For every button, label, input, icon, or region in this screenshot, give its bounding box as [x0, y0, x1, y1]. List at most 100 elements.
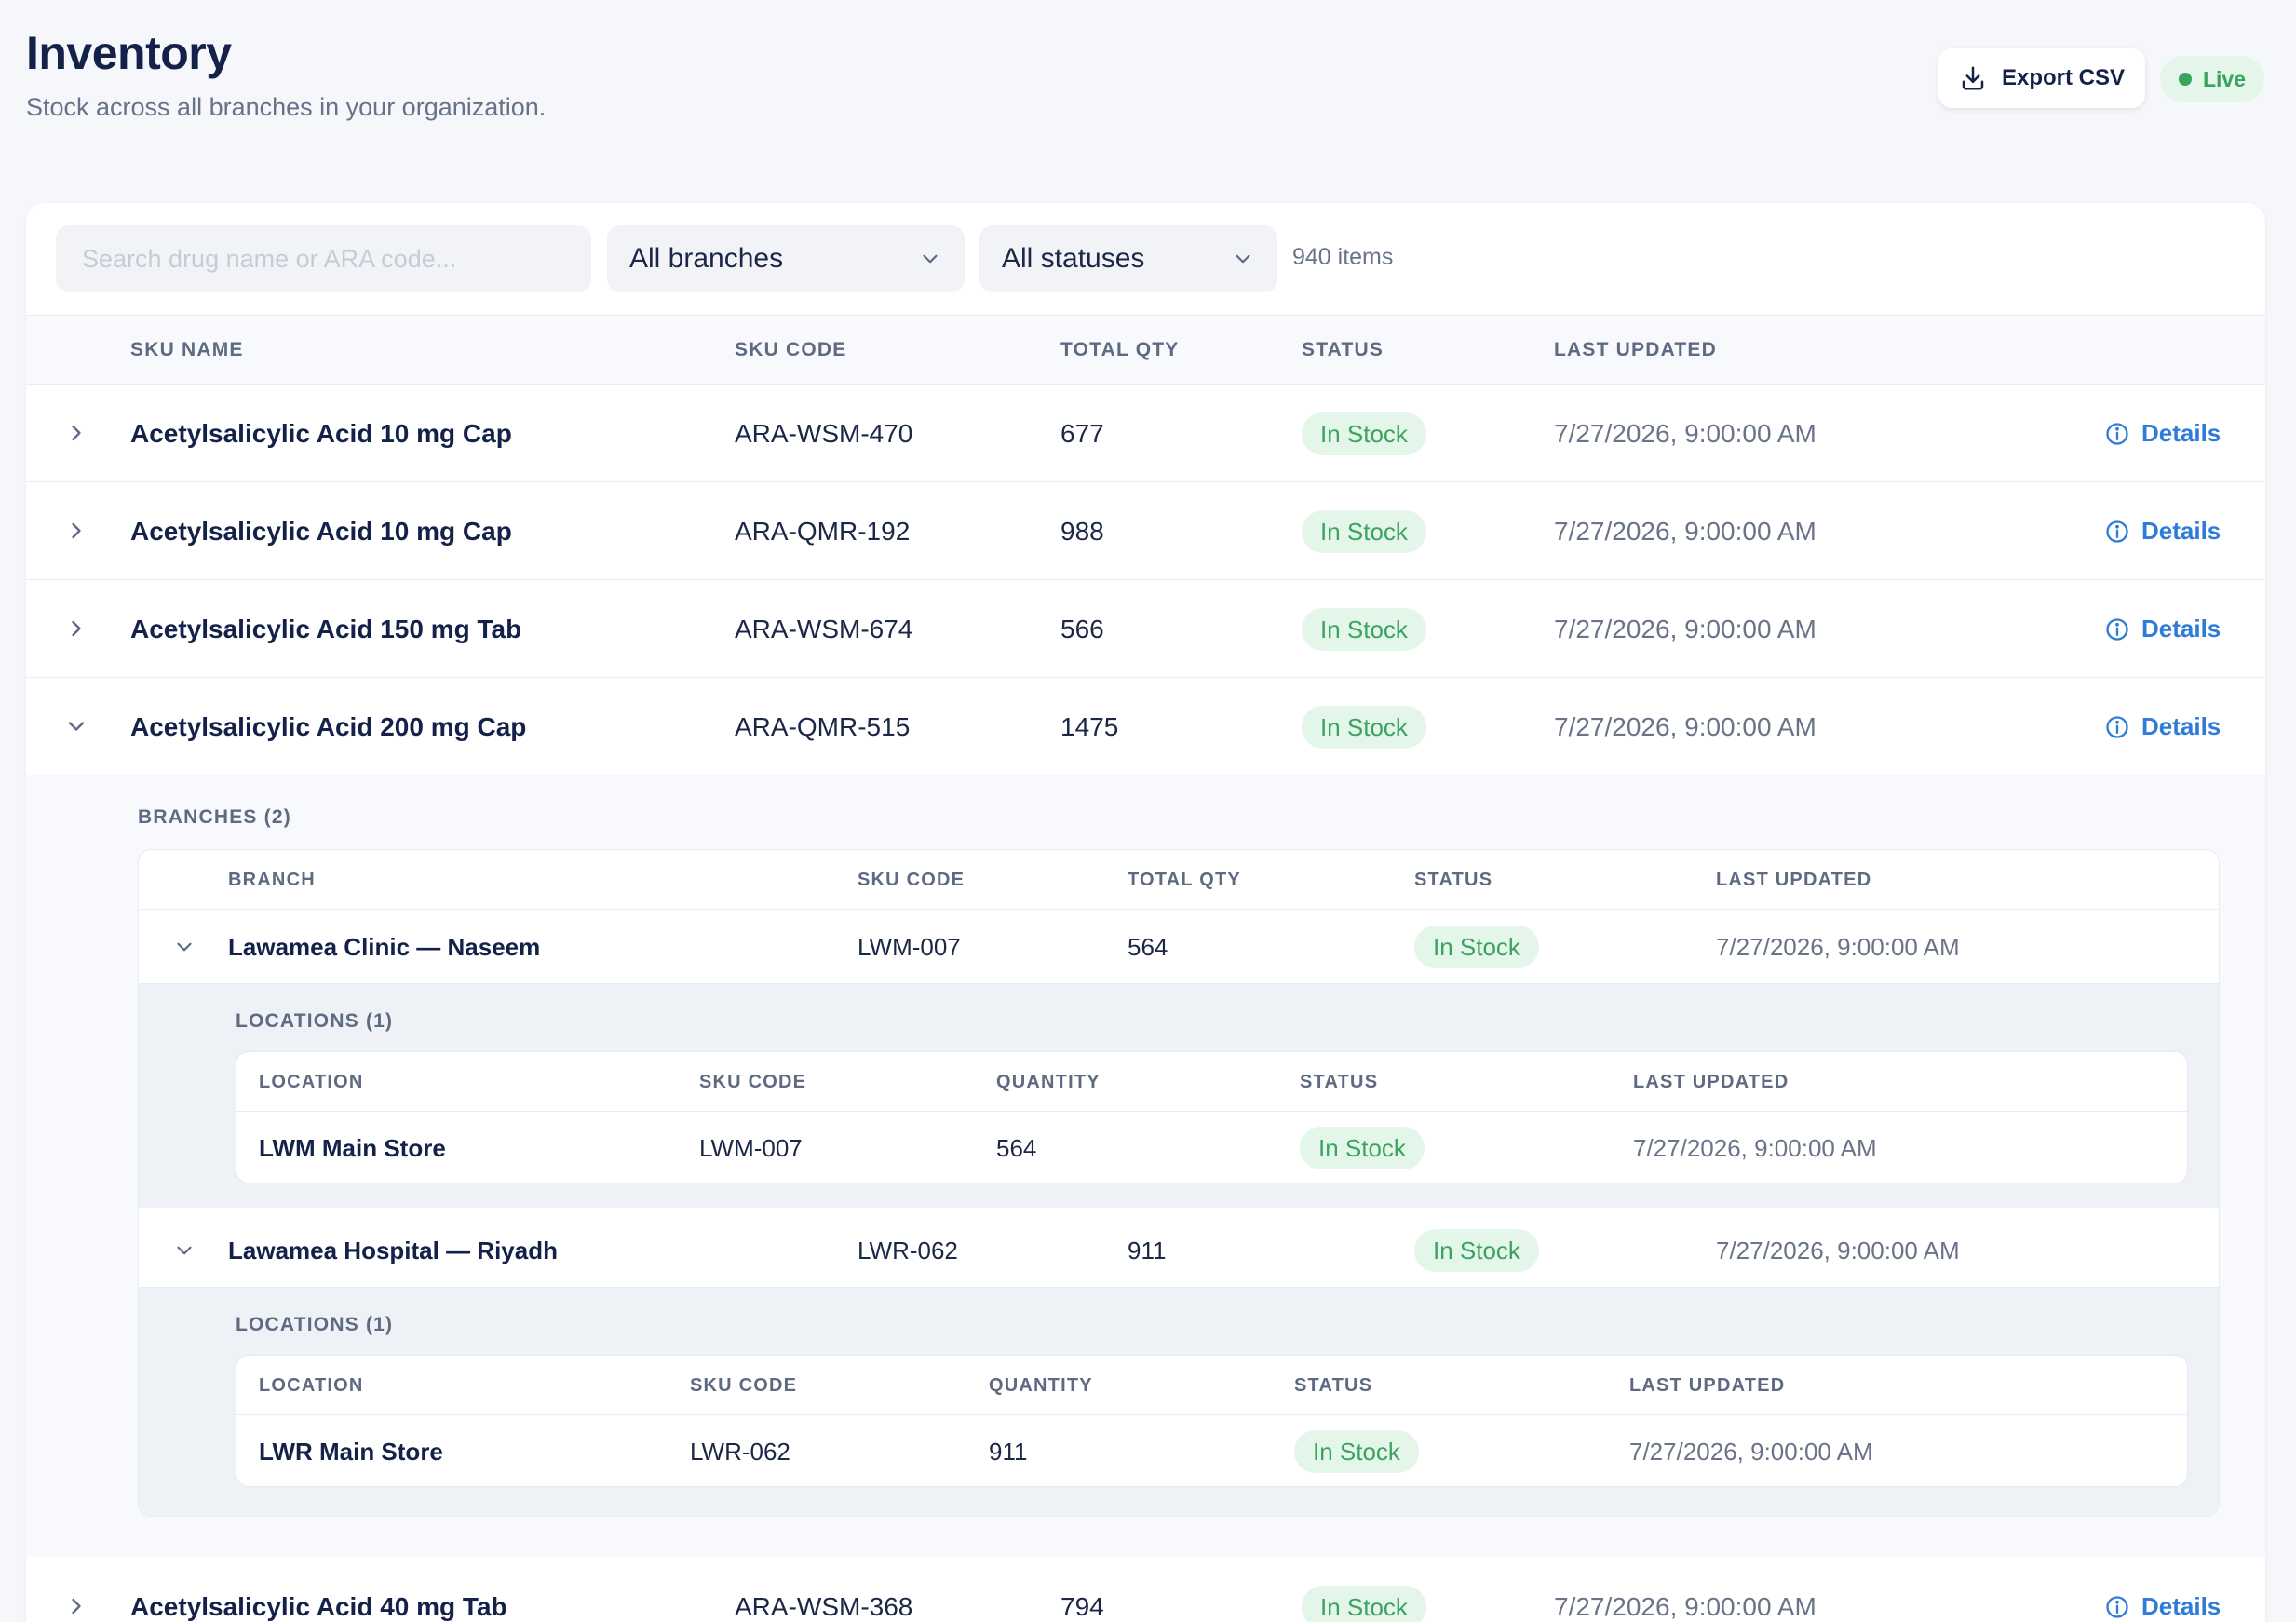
export-csv-button[interactable]: Export CSV: [1938, 48, 2145, 108]
branch-total-qty: 911: [1128, 1237, 1167, 1264]
location-name: LWM Main Store: [259, 1134, 446, 1162]
branches-table-header: BRANCH SKU CODE TOTAL QTY STATUS LAST UP…: [139, 850, 2219, 910]
total-qty: 566: [1060, 615, 1104, 643]
item-count: 940 items: [1292, 244, 1394, 270]
branches-panel: BRANCHES (2) BRANCH SKU CODE TOTAL QTY S…: [26, 775, 2265, 1557]
column-header-status: STATUS: [1300, 1072, 1379, 1092]
chevron-down-icon: [923, 254, 938, 264]
column-header-branch: BRANCH: [228, 870, 316, 890]
sku-code: ARA-QMR-515: [735, 712, 911, 741]
column-header-quantity: QUANTITY: [989, 1375, 1093, 1396]
column-header-last-updated: LAST UPDATED: [1629, 1375, 1786, 1396]
branch-select[interactable]: All branches: [607, 225, 965, 292]
column-header-sku-code: SKU CODE: [690, 1375, 798, 1396]
location-name: LWR Main Store: [259, 1438, 443, 1466]
chevron-down-icon: [1236, 254, 1250, 264]
branch-sku-code: LWR-062: [858, 1237, 958, 1264]
location-sku-code: LWM-007: [699, 1134, 803, 1162]
table-row[interactable]: Acetylsalicylic Acid 40 mg Tab ARA-WSM-3…: [26, 1558, 2265, 1622]
branch-name: Lawamea Clinic — Naseem: [228, 933, 541, 961]
details-label: Details: [2141, 419, 2222, 447]
details-link[interactable]: Details: [2104, 678, 2221, 776]
branch-total-qty: 564: [1128, 933, 1168, 961]
search-input[interactable]: [56, 225, 591, 292]
column-header-location: LOCATION: [259, 1072, 364, 1092]
last-updated: 7/27/2026, 9:00:00 AM: [1554, 1592, 1817, 1621]
table-row[interactable]: Acetylsalicylic Acid 150 mg Tab ARA-WSM-…: [26, 580, 2265, 678]
locations-panel: LOCATIONS (1) LOCATION SKU CODE QUANTITY…: [139, 1288, 2219, 1516]
column-header-quantity: QUANTITY: [996, 1072, 1101, 1092]
location-quantity: 911: [989, 1438, 1028, 1466]
info-icon: [2106, 617, 2128, 641]
sku-name: Acetylsalicylic Acid 10 mg Cap: [130, 517, 512, 546]
location-quantity: 564: [996, 1134, 1037, 1162]
details-label: Details: [2141, 1592, 2222, 1620]
status-badge: In Stock: [1294, 1430, 1419, 1473]
details-link[interactable]: Details: [2104, 385, 2221, 482]
export-csv-label: Export CSV: [2001, 65, 2126, 90]
last-updated: 7/27/2026, 9:00:00 AM: [1554, 615, 1817, 643]
chevron-right-icon[interactable]: [63, 1593, 89, 1619]
total-qty: 1475: [1060, 712, 1119, 741]
status-badge: In Stock: [1302, 510, 1426, 553]
locations-label: LOCATIONS (1): [236, 1010, 394, 1032]
download-icon: [1962, 66, 1984, 90]
locations-table: LOCATION SKU CODE QUANTITY STATUS LAST U…: [236, 1051, 2188, 1183]
info-icon: [2106, 422, 2128, 445]
column-header-total-qty: TOTAL QTY: [1060, 339, 1180, 360]
sku-name: Acetylsalicylic Acid 150 mg Tab: [130, 615, 522, 643]
table-header: SKU NAME SKU CODE TOTAL QTY STATUS LAST …: [26, 316, 2265, 385]
sku-name: Acetylsalicylic Acid 40 mg Tab: [130, 1592, 507, 1621]
status-select-value: All statuses: [1002, 243, 1145, 274]
column-header-status: STATUS: [1302, 339, 1384, 360]
table-row[interactable]: Acetylsalicylic Acid 200 mg Cap ARA-QMR-…: [26, 678, 2265, 776]
sku-code: ARA-WSM-470: [735, 419, 913, 448]
location-last-updated: 7/27/2026, 9:00:00 AM: [1633, 1134, 1877, 1162]
inventory-card: All branches All statuses 940 items SKU …: [26, 203, 2265, 1622]
details-link[interactable]: Details: [2104, 580, 2221, 678]
branch-select-value: All branches: [629, 243, 784, 274]
locations-panel: LOCATIONS (1) LOCATION SKU CODE QUANTITY…: [139, 984, 2219, 1208]
chevron-right-icon[interactable]: [63, 420, 89, 446]
branch-row[interactable]: Lawamea Clinic — Naseem LWM-007 564 In S…: [139, 910, 2219, 984]
sku-code: ARA-QMR-192: [735, 517, 911, 546]
details-link[interactable]: Details: [2104, 1558, 2221, 1622]
branch-row[interactable]: Lawamea Hospital — Riyadh LWR-062 911 In…: [139, 1213, 2219, 1288]
status-select[interactable]: All statuses: [979, 225, 1277, 292]
details-link[interactable]: Details: [2104, 482, 2221, 580]
table-row[interactable]: Acetylsalicylic Acid 10 mg Cap ARA-WSM-4…: [26, 385, 2265, 482]
status-badge: In Stock: [1302, 706, 1426, 749]
status-badge: In Stock: [1302, 1586, 1426, 1622]
column-header-sku-code: SKU CODE: [735, 339, 847, 360]
column-header-total-qty: TOTAL QTY: [1128, 870, 1241, 890]
table-row[interactable]: Acetylsalicylic Acid 10 mg Cap ARA-QMR-1…: [26, 482, 2265, 580]
location-row: LWR Main Store LWR-062 911 In Stock 7/27…: [236, 1415, 2187, 1486]
branch-name: Lawamea Hospital — Riyadh: [228, 1237, 558, 1264]
chevron-down-icon[interactable]: [63, 713, 89, 739]
sku-code: ARA-WSM-368: [735, 1592, 913, 1621]
status-badge: In Stock: [1302, 608, 1426, 651]
last-updated: 7/27/2026, 9:00:00 AM: [1554, 517, 1817, 546]
column-header-sku-code: SKU CODE: [699, 1072, 807, 1092]
details-label: Details: [2141, 517, 2222, 545]
info-icon: [2106, 520, 2128, 543]
last-updated: 7/27/2026, 9:00:00 AM: [1554, 712, 1817, 741]
live-label: Live: [2202, 66, 2247, 91]
sku-name: Acetylsalicylic Acid 200 mg Cap: [130, 712, 527, 741]
chevron-right-icon[interactable]: [63, 615, 89, 642]
sku-name: Acetylsalicylic Acid 10 mg Cap: [130, 419, 512, 448]
chevron-down-icon[interactable]: [172, 935, 196, 959]
total-qty: 677: [1060, 419, 1104, 448]
column-header-sku-code: SKU CODE: [858, 870, 966, 890]
branches-label: BRANCHES (2): [138, 806, 291, 828]
filter-toolbar: All branches All statuses 940 items: [26, 203, 2265, 316]
column-header-status: STATUS: [1414, 870, 1493, 890]
status-badge: In Stock: [1414, 926, 1539, 968]
total-qty: 794: [1060, 1592, 1104, 1621]
locations-table: LOCATION SKU CODE QUANTITY STATUS LAST U…: [236, 1355, 2188, 1487]
chevron-down-icon[interactable]: [172, 1238, 196, 1263]
info-icon: [2106, 715, 2128, 738]
chevron-right-icon[interactable]: [63, 518, 89, 544]
status-badge: In Stock: [1300, 1127, 1425, 1169]
live-badge: Live: [2160, 56, 2264, 102]
